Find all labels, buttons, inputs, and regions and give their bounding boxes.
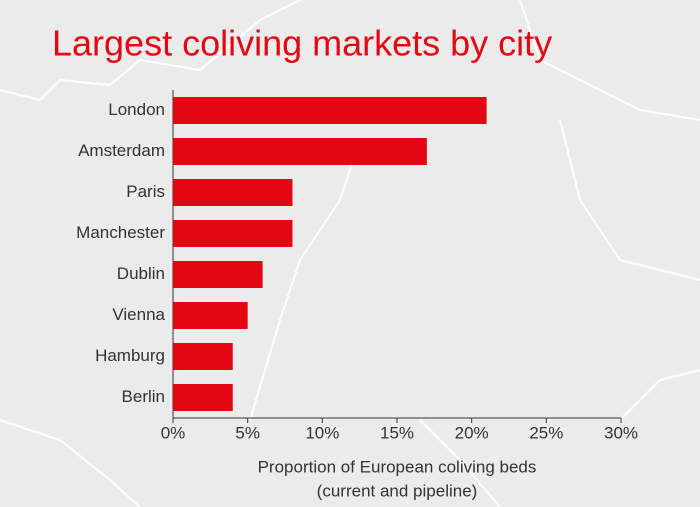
y-tick-label: Vienna xyxy=(112,305,165,324)
bar xyxy=(173,261,263,288)
y-tick-label: Dublin xyxy=(117,264,165,283)
bar xyxy=(173,220,293,247)
y-tick-label: Hamburg xyxy=(95,346,165,365)
x-tick-label: 30% xyxy=(604,423,638,442)
y-tick-label: Manchester xyxy=(76,223,165,242)
y-tick-label: London xyxy=(108,100,165,119)
bar xyxy=(173,384,233,411)
y-tick-label: Berlin xyxy=(122,387,165,406)
x-tick-label: 15% xyxy=(380,423,414,442)
x-tick-label: 5% xyxy=(235,423,260,442)
x-tick-label: 0% xyxy=(161,423,186,442)
bar xyxy=(173,97,487,124)
y-tick-label: Paris xyxy=(126,182,165,201)
x-axis-label: Proportion of European coliving beds xyxy=(258,457,537,476)
x-tick-label: 20% xyxy=(455,423,489,442)
bar xyxy=(173,179,293,206)
chart-title: Largest coliving markets by city xyxy=(52,23,552,64)
y-tick-label: Amsterdam xyxy=(78,141,165,160)
bar xyxy=(173,138,427,165)
x-tick-label: 25% xyxy=(529,423,563,442)
x-tick-label: 10% xyxy=(305,423,339,442)
bar xyxy=(173,302,248,329)
x-axis-label: (current and pipeline) xyxy=(317,481,478,500)
bar xyxy=(173,343,233,370)
